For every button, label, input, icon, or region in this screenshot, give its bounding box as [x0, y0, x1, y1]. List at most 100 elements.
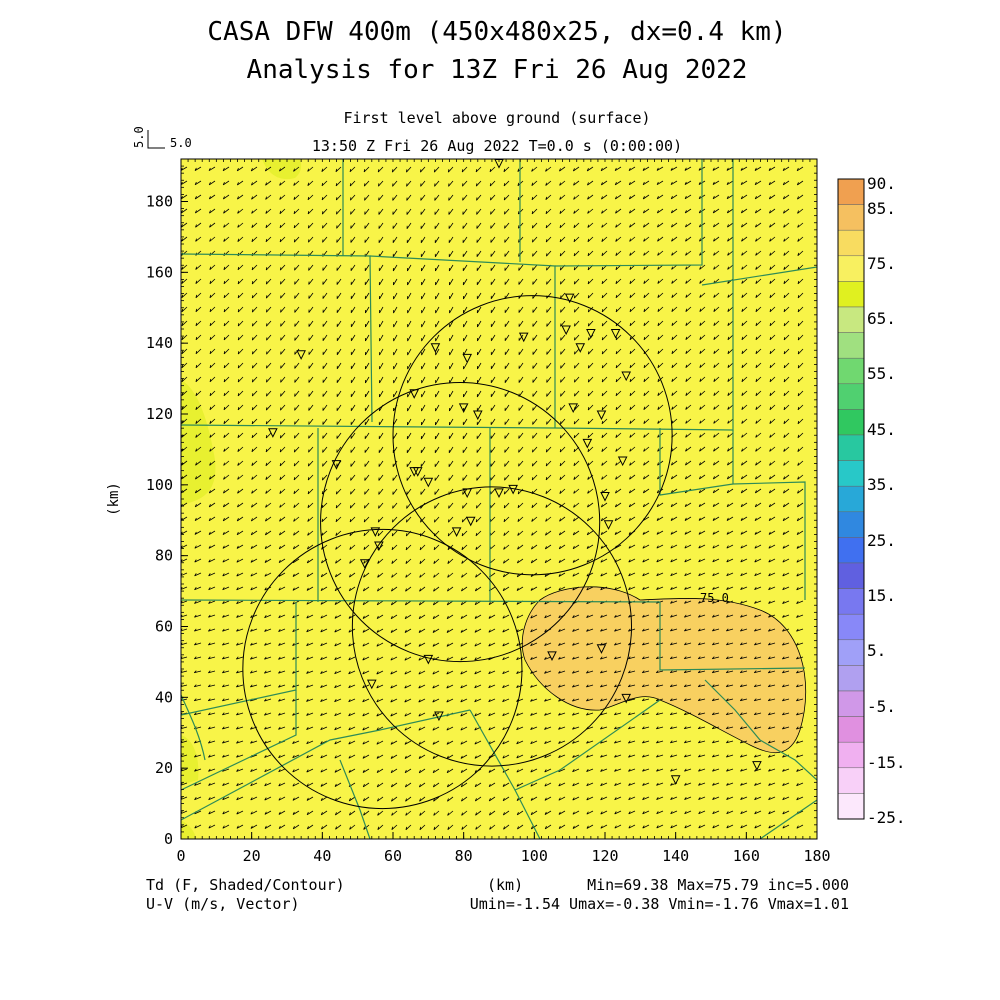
- wind-vector: [586, 782, 594, 787]
- colorbar-swatch: [837, 537, 865, 564]
- wind-vector: [474, 656, 482, 661]
- wind-vector: [308, 390, 314, 397]
- station-marker: [586, 329, 596, 339]
- wind-vector: [322, 446, 328, 453]
- wind-vector: [783, 250, 790, 256]
- station-marker: [423, 477, 434, 488]
- wind-vector: [615, 306, 622, 313]
- wind-vector: [754, 516, 762, 522]
- wind-vector: [237, 348, 244, 355]
- station-marker: [596, 410, 607, 421]
- wind-vector: [685, 348, 692, 354]
- wind-vector: [684, 642, 692, 646]
- radar-range-ring: [392, 295, 673, 576]
- wind-vector: [463, 306, 468, 314]
- wind-vector: [320, 782, 328, 787]
- wind-vector: [278, 754, 286, 759]
- wind-vector: [532, 278, 538, 285]
- wind-vector: [502, 796, 510, 802]
- wind-vector: [614, 698, 622, 702]
- colorbar-swatch: [837, 460, 865, 487]
- wind-vector: [181, 362, 188, 369]
- wind-vector: [365, 376, 370, 384]
- wind-vector: [336, 208, 342, 215]
- wind-vector: [435, 320, 440, 328]
- wind-vector: [280, 418, 286, 425]
- wind-vector: [642, 180, 650, 186]
- wind-vector: [334, 698, 342, 703]
- wind-vector: [350, 432, 356, 439]
- wind-vector: [251, 194, 258, 200]
- wind-vector: [670, 572, 678, 577]
- wind-vector: [194, 544, 202, 549]
- wind-vector: [251, 376, 258, 383]
- wind-vector: [657, 418, 664, 424]
- wind-vector: [698, 782, 706, 786]
- wind-vector: [364, 446, 370, 453]
- wind-vector: [559, 474, 566, 481]
- wind-vector: [531, 460, 538, 467]
- wind-vector: [545, 208, 552, 215]
- wind-vector: [739, 726, 748, 730]
- wind-vector: [236, 670, 244, 674]
- wind-vector: [601, 292, 608, 299]
- wind-vector: [406, 446, 412, 454]
- wind-vector: [306, 810, 314, 816]
- wind-vector: [713, 222, 720, 228]
- wind-vector: [476, 432, 482, 440]
- wind-vector: [349, 558, 356, 564]
- wind-vector: [418, 698, 426, 703]
- wind-vector: [797, 250, 804, 256]
- wind-vector: [657, 348, 664, 355]
- wind-vector: [782, 656, 790, 660]
- wind-vector: [518, 362, 524, 369]
- wind-vector: [320, 614, 328, 619]
- wind-vector: [683, 614, 692, 618]
- wind-vector: [782, 810, 790, 815]
- wind-vector: [293, 474, 300, 481]
- wind-vector: [656, 810, 664, 815]
- wind-vector: [476, 278, 482, 286]
- wind-vector: [405, 796, 412, 802]
- wind-vector: [209, 222, 216, 228]
- wind-vector: [657, 362, 664, 369]
- wind-vector: [364, 264, 370, 272]
- wind-vector: [306, 558, 314, 564]
- wind-vector: [348, 600, 356, 606]
- wind-vector: [476, 446, 482, 453]
- wind-vector: [712, 824, 720, 829]
- wind-vector: [530, 754, 538, 759]
- wind-vector: [628, 614, 636, 618]
- wind-vector: [685, 278, 692, 284]
- wind-vector: [208, 614, 216, 618]
- wind-vector: [530, 782, 538, 787]
- wind-vector: [586, 740, 594, 744]
- wind-vector: [490, 250, 496, 257]
- wind-vector: [350, 362, 356, 370]
- wind-vector: [504, 404, 510, 412]
- wind-vector: [574, 390, 580, 397]
- wind-vector: [335, 502, 342, 509]
- wind-vector: [697, 726, 706, 730]
- wind-vector: [460, 628, 468, 633]
- wind-vector: [376, 754, 384, 759]
- wind-vector: [278, 558, 286, 564]
- county-boundary: [469, 699, 661, 791]
- wind-vector: [685, 432, 692, 438]
- wind-vector: [208, 586, 216, 591]
- wind-vector: [670, 558, 678, 563]
- wind-vector: [671, 348, 678, 355]
- wind-vector: [769, 292, 776, 299]
- wind-vector: [796, 712, 804, 716]
- wind-vector: [222, 726, 230, 730]
- wind-vector: [320, 642, 328, 647]
- wind-vector: [264, 782, 272, 787]
- wind-vector: [322, 376, 328, 383]
- wind-vector: [545, 166, 552, 172]
- wind-vector: [419, 796, 426, 802]
- wind-vector: [782, 614, 790, 618]
- wind-vector: [209, 334, 216, 341]
- wind-vector: [545, 222, 552, 229]
- colorbar: 90.85.75.65.55.45.35.25.15.5.-5.-15.-25.: [837, 174, 906, 827]
- wind-vector: [362, 614, 370, 619]
